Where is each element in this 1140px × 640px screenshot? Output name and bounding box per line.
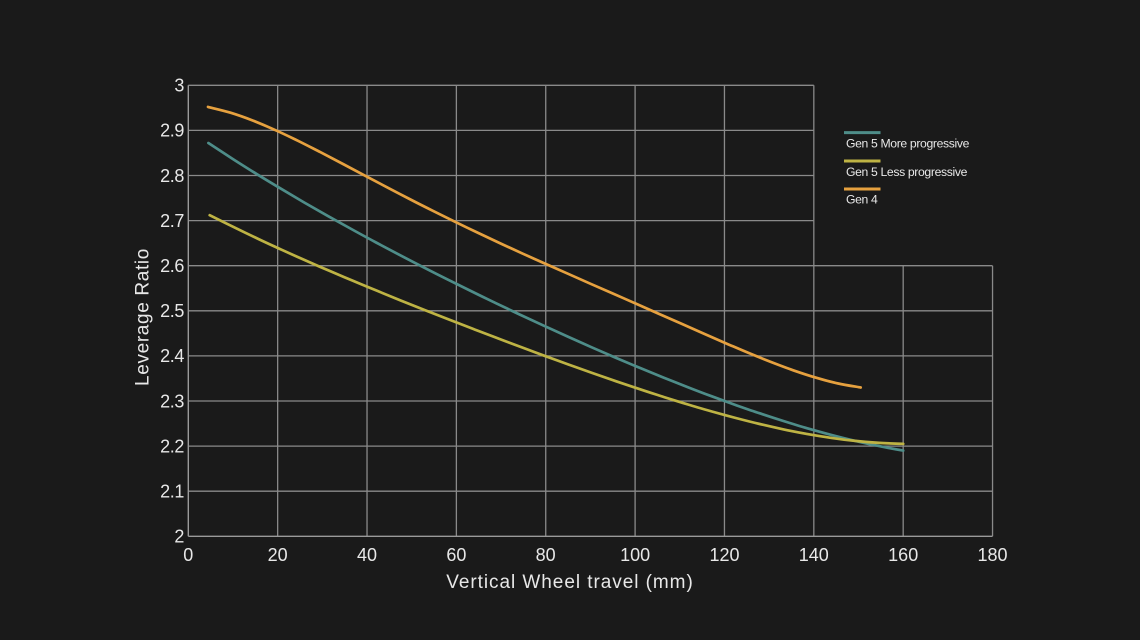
svg-text:Gen 5 Less progressive: Gen 5 Less progressive [846, 165, 968, 179]
svg-text:Leverage Ratio: Leverage Ratio [133, 248, 154, 386]
svg-text:80: 80 [536, 545, 556, 565]
svg-text:Gen 5 More progressive: Gen 5 More progressive [846, 137, 970, 151]
svg-text:3: 3 [174, 76, 184, 96]
svg-text:20: 20 [268, 545, 288, 565]
svg-text:140: 140 [799, 545, 829, 565]
svg-text:60: 60 [446, 545, 466, 565]
svg-text:0: 0 [183, 545, 193, 565]
svg-text:2.6: 2.6 [160, 256, 184, 276]
svg-text:160: 160 [888, 545, 918, 565]
svg-text:Vertical Wheel travel (mm): Vertical Wheel travel (mm) [446, 572, 693, 593]
svg-text:2: 2 [174, 527, 184, 547]
svg-text:2.2: 2.2 [160, 436, 184, 456]
svg-text:40: 40 [357, 545, 377, 565]
svg-text:2.8: 2.8 [160, 166, 184, 186]
svg-text:180: 180 [977, 545, 1007, 565]
svg-text:2.9: 2.9 [160, 121, 184, 141]
svg-text:2.1: 2.1 [160, 482, 184, 502]
svg-text:2.5: 2.5 [160, 301, 184, 321]
svg-text:120: 120 [709, 545, 739, 565]
svg-text:Gen 4: Gen 4 [846, 193, 878, 207]
svg-text:2.4: 2.4 [160, 346, 184, 366]
svg-text:2.3: 2.3 [160, 391, 184, 411]
svg-text:2.7: 2.7 [160, 211, 184, 231]
svg-text:100: 100 [620, 545, 650, 565]
